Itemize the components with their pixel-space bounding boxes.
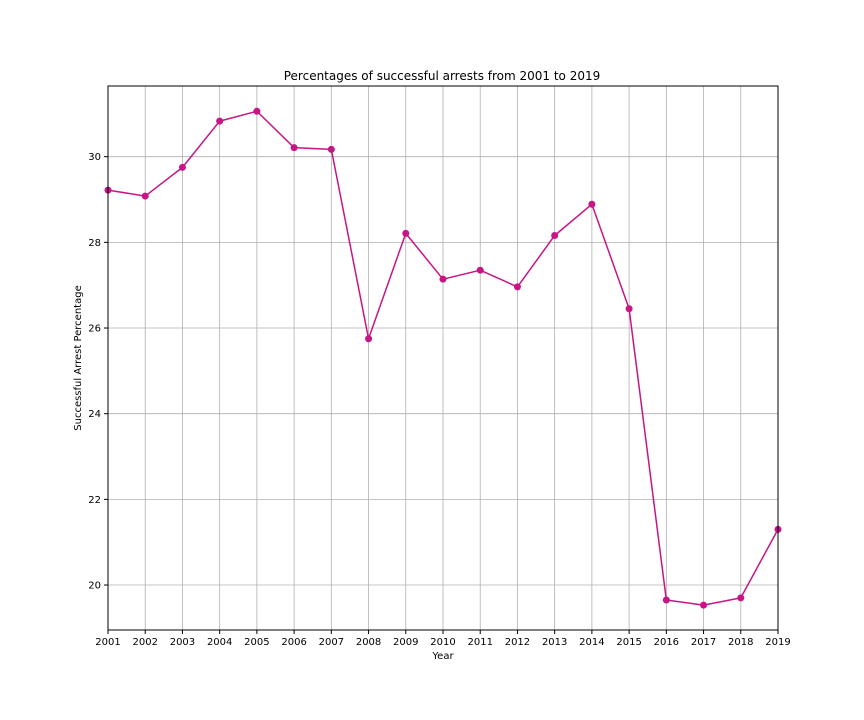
data-point xyxy=(439,275,447,283)
x-tick-label: 2007 xyxy=(319,637,344,648)
data-point xyxy=(141,192,149,200)
data-point xyxy=(476,266,484,274)
data-point xyxy=(402,229,410,237)
x-tick-label: 2011 xyxy=(467,637,492,648)
y-axis: 20 22 24 26 28 30 xyxy=(88,152,108,592)
x-tick-label: 2004 xyxy=(207,637,232,648)
x-tick-label: 2013 xyxy=(542,637,567,648)
data-point xyxy=(737,594,745,602)
data-point xyxy=(513,283,521,291)
y-tick-label: 22 xyxy=(88,495,101,506)
y-tick-label: 30 xyxy=(88,152,101,163)
data-point xyxy=(178,163,186,171)
y-tick-label: 24 xyxy=(88,409,101,420)
data-point xyxy=(700,601,708,609)
x-tick-label: 2010 xyxy=(430,637,455,648)
data-point xyxy=(253,107,261,115)
y-tick-label: 20 xyxy=(88,581,101,592)
data-point xyxy=(662,596,670,604)
x-tick-label: 2016 xyxy=(654,637,679,648)
data-point xyxy=(216,117,224,125)
x-tick-label: 2019 xyxy=(765,637,790,648)
x-tick-label: 2018 xyxy=(728,637,753,648)
chart-title: Percentages of successful arrests from 2… xyxy=(284,69,601,83)
x-tick-label: 2009 xyxy=(393,637,418,648)
data-point xyxy=(327,145,335,153)
x-tick-label: 2008 xyxy=(356,637,381,648)
x-tick-label: 2005 xyxy=(244,637,269,648)
x-tick-label: 2017 xyxy=(691,637,716,648)
x-axis: 2001 2002 2003 2004 2005 2006 2007 2008 2009 2010… xyxy=(95,630,791,648)
x-tick-label: 2003 xyxy=(170,637,195,648)
series-layer xyxy=(104,107,782,609)
x-tick-label: 2015 xyxy=(616,637,641,648)
data-point xyxy=(625,305,633,313)
data-point xyxy=(290,144,298,152)
data-point xyxy=(588,200,596,208)
x-tick-label: 2002 xyxy=(132,637,157,648)
x-tick-label: 2001 xyxy=(95,637,120,648)
x-tick-label: 2012 xyxy=(505,637,530,648)
x-axis-label: Year xyxy=(431,651,454,662)
y-axis-label: Successful Arrest Percentage xyxy=(73,285,84,430)
y-tick-label: 28 xyxy=(88,238,101,249)
y-tick-label: 26 xyxy=(88,324,101,335)
data-point xyxy=(365,335,373,343)
x-tick-label: 2014 xyxy=(579,637,604,648)
plot-area xyxy=(104,85,782,631)
x-tick-label: 2006 xyxy=(281,637,306,648)
data-point xyxy=(551,231,559,239)
